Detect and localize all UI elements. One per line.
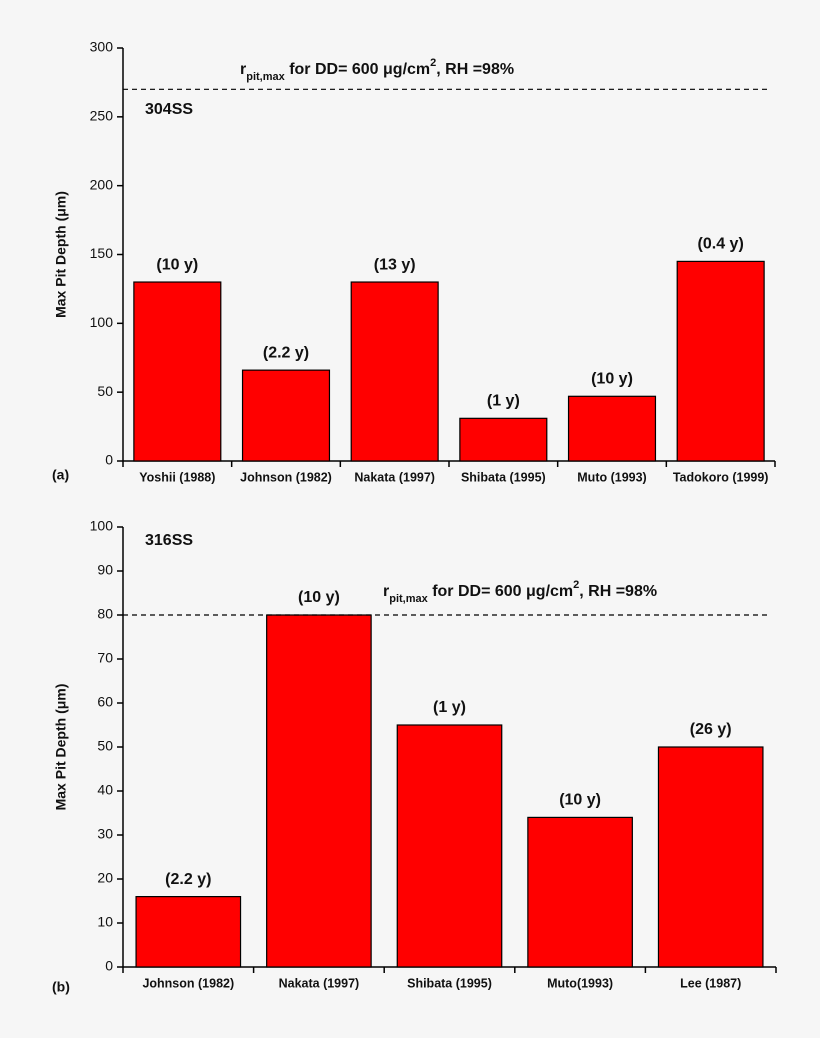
y-tick-label: 200: [90, 176, 114, 192]
y-tick-label: 100: [90, 314, 114, 330]
bar: [657, 746, 764, 968]
y-tick-label: 40: [97, 782, 113, 798]
x-tick-label: Johnson (1982): [142, 976, 234, 990]
bar: [133, 281, 222, 462]
reference-label-part: pit,max: [389, 593, 428, 605]
reference-label-part: r: [383, 583, 389, 600]
y-tick-label: 80: [97, 606, 113, 622]
reference-label-part: for DD= 600 μg/cm: [285, 61, 430, 78]
bar-note: (10 y): [298, 589, 340, 606]
x-tick-label: Lee (1987): [680, 976, 741, 990]
y-tick-label: 50: [97, 383, 113, 399]
bar: [676, 260, 765, 462]
y-tick-label: 150: [90, 245, 114, 261]
x-tick-label: Johnson (1982): [240, 470, 332, 484]
x-tick-label: Yoshii (1988): [139, 470, 215, 484]
reference-label-part: 2: [573, 579, 579, 591]
bar: [567, 395, 657, 462]
bar: [350, 281, 439, 462]
y-axis-label: Max Pit Depth (μm): [53, 684, 69, 811]
bar-note: (0.4 y): [698, 236, 744, 253]
x-tick-label: Muto (1993): [577, 470, 646, 484]
reference-label-part: r: [240, 61, 246, 78]
bar: [266, 614, 372, 968]
y-tick-label: 90: [97, 562, 113, 578]
y-tick-label: 70: [97, 650, 113, 666]
y-axis-label: Max Pit Depth (μm): [53, 191, 69, 318]
x-tick-label: Tadokoro (1999): [673, 470, 769, 484]
reference-label-part: 2: [430, 57, 436, 69]
bar-note: (2.2 y): [263, 344, 309, 361]
panel-label: (b): [52, 979, 70, 995]
bar: [135, 895, 242, 968]
reference-label-part: , RH =98%: [436, 61, 514, 78]
y-tick-label: 100: [90, 518, 114, 534]
x-tick-label: Nakata (1997): [354, 470, 435, 484]
reference-label: rpit,max for DD= 600 μg/cm2, RH =98%: [383, 579, 657, 605]
bar-note: (13 y): [374, 256, 416, 273]
bar: [241, 369, 331, 462]
bar-note: (2.2 y): [165, 871, 211, 888]
y-tick-label: 0: [105, 958, 113, 974]
y-tick-label: 250: [90, 108, 114, 124]
y-tick-label: 0: [105, 452, 113, 468]
bar-note: (10 y): [156, 256, 198, 273]
reference-label-part: for DD= 600 μg/cm: [428, 583, 573, 600]
bar-note: (10 y): [591, 371, 633, 388]
y-tick-label: 60: [97, 694, 113, 710]
y-tick-label: 30: [97, 826, 113, 842]
bar: [396, 724, 503, 968]
bar: [459, 417, 548, 462]
reference-label: rpit,max for DD= 600 μg/cm2, RH =98%: [240, 57, 514, 83]
panel-annotation: 316SS: [145, 532, 193, 549]
y-tick-label: 10: [97, 914, 113, 930]
y-tick-label: 20: [97, 870, 113, 886]
bar: [527, 816, 633, 968]
x-tick-label: Muto(1993): [547, 976, 613, 990]
panel-label: (a): [52, 467, 69, 483]
x-tick-label: Shibata (1995): [461, 470, 546, 484]
bar-note: (1 y): [433, 699, 466, 716]
bar-note: (10 y): [559, 792, 601, 809]
y-tick-label: 50: [97, 738, 113, 754]
bar-note: (1 y): [487, 393, 520, 410]
panel-annotation: 304SS: [145, 101, 193, 118]
y-tick-label: 300: [90, 39, 114, 55]
reference-label-part: , RH =98%: [579, 583, 657, 600]
x-tick-label: Shibata (1995): [407, 976, 492, 990]
x-tick-label: Nakata (1997): [279, 976, 360, 990]
bar-note: (26 y): [690, 721, 732, 738]
reference-label-part: pit,max: [246, 71, 285, 83]
